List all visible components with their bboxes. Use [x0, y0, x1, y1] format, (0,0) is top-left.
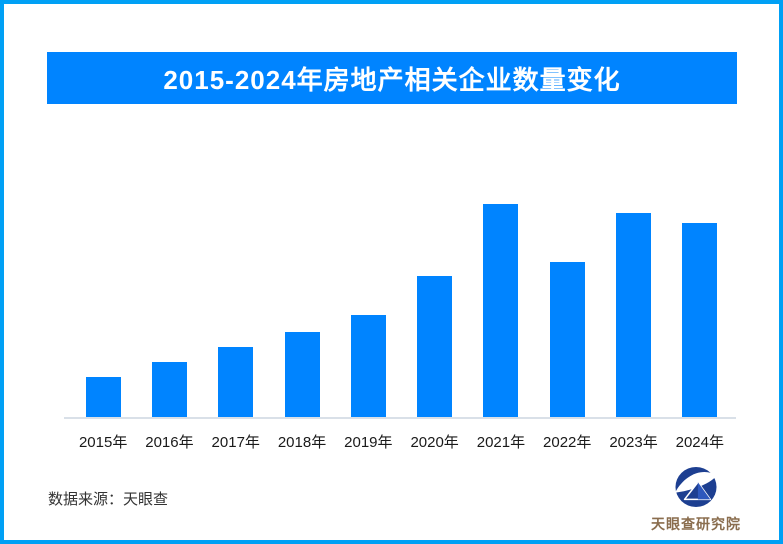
x-axis-label: 2017年 [211, 434, 260, 451]
x-axis-label: 2022年 [543, 434, 592, 451]
data-source-note: 数据来源：天眼查 [48, 491, 169, 508]
bar-2022 [549, 262, 585, 417]
bar-slot [401, 204, 467, 417]
bar-slot [600, 204, 666, 417]
bar-slot [70, 204, 136, 417]
bar-2019 [350, 315, 386, 417]
bar-chart: 2015年 2016年 2017年 2018年 2019年 2020年 2021年 2022年… [4, 4, 779, 540]
tianyancha-logo-icon [675, 466, 717, 508]
brand-logo: 天眼查研究院 [648, 466, 744, 534]
bar-2021 [483, 204, 519, 417]
chart-bars [70, 204, 733, 417]
bar-2017 [218, 347, 254, 417]
bar-2020 [417, 276, 453, 417]
bar-2018 [284, 332, 320, 417]
bar-slot [468, 204, 534, 417]
bar-slot [534, 204, 600, 417]
x-axis-label: 2016年 [145, 434, 194, 451]
x-axis-labels: 2015年 2016年 2017年 2018年 2019年 2020年 2021年 2022年… [70, 431, 733, 452]
bar-2016 [151, 362, 187, 417]
bar-slot [269, 204, 335, 417]
bar-2015 [85, 377, 121, 417]
x-axis-label: 2018年 [277, 434, 327, 451]
x-axis-label: 2021年 [476, 434, 526, 451]
x-axis-label: 2019年 [344, 434, 393, 451]
bar-slot [203, 204, 269, 417]
bar-slot [136, 204, 202, 417]
x-axis-label: 2024年 [675, 434, 724, 451]
x-axis-label: 2015年 [78, 434, 128, 451]
bar-2023 [616, 213, 652, 417]
page-frame: 2015-2024年房地产相关企业数量变化 2015年 2016年 2017年 201… [4, 4, 779, 540]
bar-2024 [682, 223, 718, 417]
bar-slot [335, 204, 401, 417]
bar-slot [667, 204, 733, 417]
x-axis-label: 2023年 [609, 434, 658, 451]
title-banner: 2015-2024年房地产相关企业数量变化 [47, 52, 737, 104]
brand-name: 天眼查研究院 [651, 516, 741, 532]
page-title: 2015-2024年房地产相关企业数量变化 [163, 64, 621, 95]
x-axis-label: 2020年 [410, 434, 459, 451]
x-axis-line [64, 417, 736, 419]
